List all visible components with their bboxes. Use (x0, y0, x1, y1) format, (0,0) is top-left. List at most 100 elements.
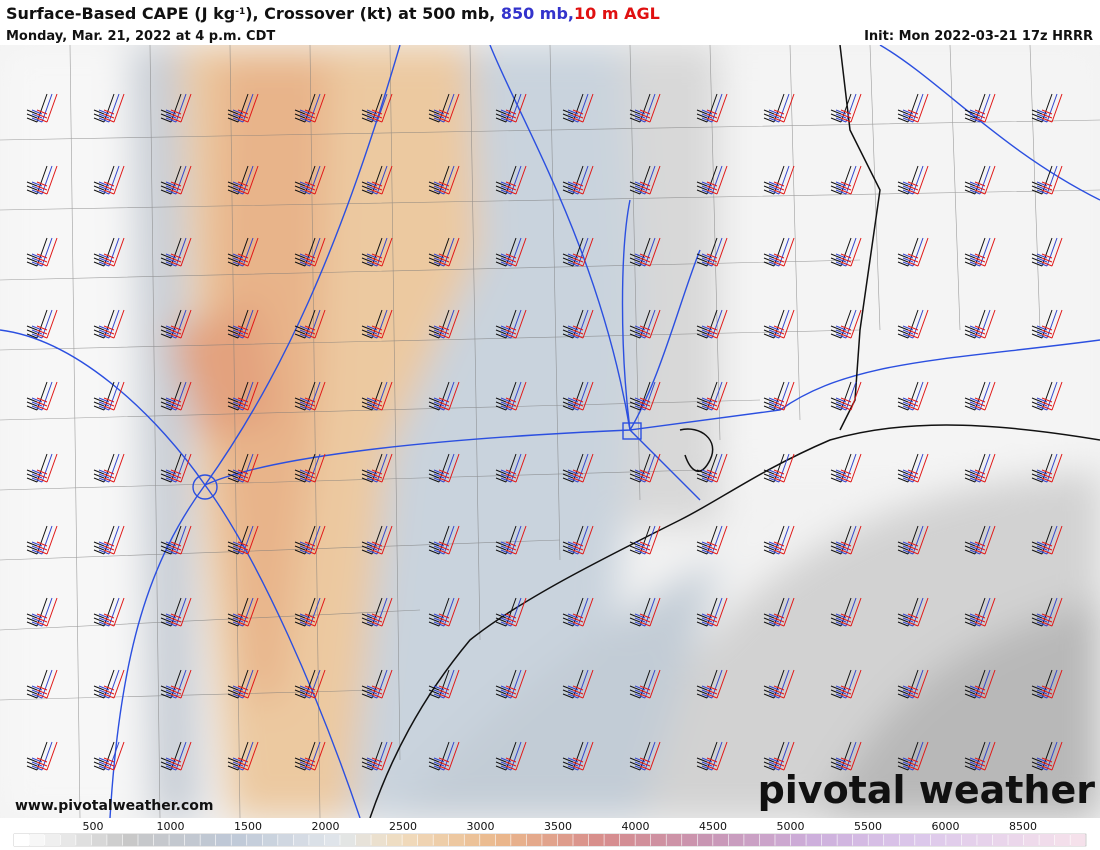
colorbar-swatch (309, 834, 325, 846)
wind-barb (26, 309, 58, 339)
barb-staff (160, 237, 182, 267)
barb-staff (361, 237, 383, 267)
wind-barb (763, 741, 795, 771)
barb-staff (969, 741, 991, 771)
colorbar-label: 5500 (854, 820, 882, 833)
barb-staff (768, 165, 790, 195)
barb-staff (907, 237, 929, 267)
barb-staff (505, 741, 527, 771)
colorbar-swatch (682, 834, 697, 846)
barb-staff (974, 453, 996, 483)
barb-staff (495, 93, 517, 123)
wind-barb (93, 741, 125, 771)
colorbar-swatch (573, 834, 589, 846)
barb-staff (840, 93, 862, 123)
barb-staff (907, 525, 929, 555)
barb-staff (897, 669, 919, 699)
barb-staff (835, 525, 857, 555)
barb-staff (1031, 165, 1053, 195)
wind-barb (696, 669, 728, 699)
barb-staff (237, 597, 259, 627)
barb-staff (1036, 237, 1058, 267)
barb-staff (634, 525, 656, 555)
wind-barb (160, 525, 192, 555)
wind-barb (897, 741, 929, 771)
colorbar-label: 3500 (544, 820, 572, 833)
barb-staff (93, 165, 115, 195)
barb-staff (93, 669, 115, 699)
barb-staff (969, 93, 991, 123)
barb-staff (768, 309, 790, 339)
barb-staff (237, 741, 259, 771)
barb-staff (433, 165, 455, 195)
barb-staff (572, 597, 594, 627)
barb-staff (629, 381, 651, 411)
colorbar-label: 1000 (157, 820, 185, 833)
barb-staff (495, 309, 517, 339)
wind-barb (562, 597, 594, 627)
barb-staff (773, 93, 795, 123)
wind-barb (361, 165, 393, 195)
barb-staff (500, 309, 522, 339)
barb-staff (897, 597, 919, 627)
barb-staff (371, 93, 393, 123)
barb-staff (505, 525, 527, 555)
highways (0, 45, 1100, 818)
barb-staff (629, 453, 651, 483)
barb-staff (294, 165, 316, 195)
barb-staff (232, 669, 254, 699)
barb-staff (361, 93, 383, 123)
barb-staff (366, 165, 388, 195)
barb-staff (227, 381, 249, 411)
barb-staff (840, 453, 862, 483)
wind-barb (361, 597, 393, 627)
wind-barb (495, 669, 527, 699)
barb-staff (433, 741, 455, 771)
wind-barb (428, 237, 460, 267)
wind-barb (227, 453, 259, 483)
barb-staff (572, 381, 594, 411)
barb-staff (304, 309, 326, 339)
barb-staff (438, 237, 460, 267)
colorbar-swatch (464, 834, 480, 846)
wind-barb (897, 453, 929, 483)
barb-staff (696, 309, 718, 339)
colorbar-swatch (60, 834, 76, 846)
barb-staff (964, 381, 986, 411)
barb-staff (969, 165, 991, 195)
colorbar-swatch (184, 834, 200, 846)
barb-staff (294, 741, 316, 771)
barb-staff (237, 381, 259, 411)
cape-shading (0, 45, 1100, 818)
barb-staff (371, 525, 393, 555)
barb-staff (165, 741, 187, 771)
barb-staff (304, 741, 326, 771)
wind-barb (1031, 525, 1063, 555)
barb-staff (366, 237, 388, 267)
barb-staff (763, 237, 785, 267)
wind-barb (696, 165, 728, 195)
wind-barb (428, 381, 460, 411)
wind-barb (897, 597, 929, 627)
wind-barb (227, 93, 259, 123)
colorbar-swatch (91, 834, 107, 846)
barb-staff (768, 237, 790, 267)
barb-staff (165, 381, 187, 411)
barb-staff (366, 381, 388, 411)
colorbar-swatch (324, 834, 340, 846)
barb-staff (902, 741, 924, 771)
barb-staff (36, 93, 58, 123)
barb-staff (1041, 597, 1063, 627)
barb-staff (830, 669, 852, 699)
barb-staff (768, 669, 790, 699)
barb-staff (701, 237, 723, 267)
barb-staff (572, 165, 594, 195)
colorbar-swatch (511, 834, 527, 846)
barb-staff (433, 525, 455, 555)
barb-staff (629, 741, 651, 771)
wind-barb (763, 237, 795, 267)
valid-time: Monday, Mar. 21, 2022 at 4 p.m. CDT (6, 29, 275, 44)
barb-staff (433, 237, 455, 267)
barb-staff (840, 525, 862, 555)
colorbar-swatch (852, 834, 868, 846)
